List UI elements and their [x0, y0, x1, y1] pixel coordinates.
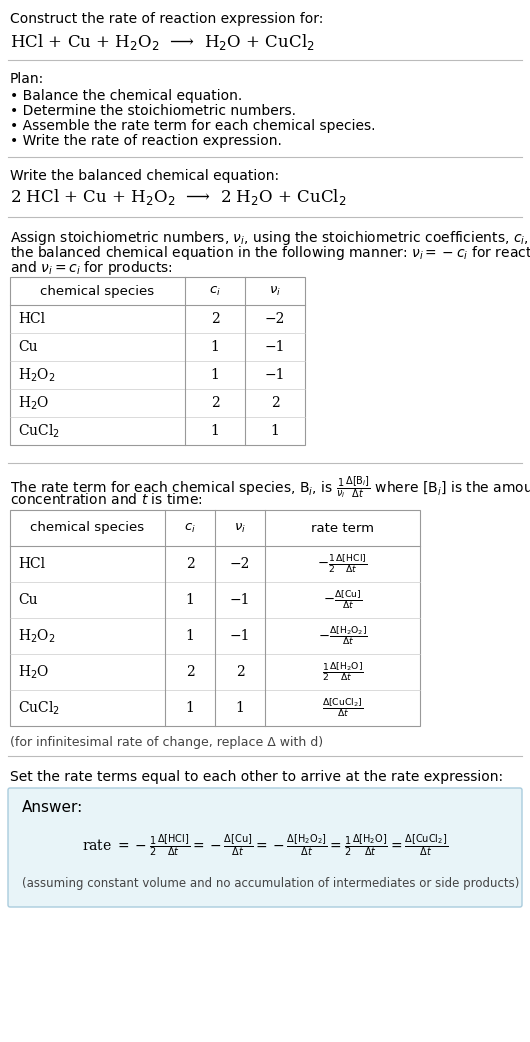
Text: 2: 2 — [236, 665, 244, 679]
Text: 1: 1 — [186, 593, 195, 607]
Text: The rate term for each chemical species, B$_i$, is $\frac{1}{\nu_i}\frac{\Delta[: The rate term for each chemical species,… — [10, 475, 530, 501]
Text: 1: 1 — [186, 701, 195, 715]
Text: −1: −1 — [265, 340, 285, 354]
Text: −1: −1 — [229, 593, 250, 607]
Text: (assuming constant volume and no accumulation of intermediates or side products): (assuming constant volume and no accumul… — [22, 877, 519, 890]
Text: $c_i$: $c_i$ — [209, 284, 221, 298]
Text: H$_2$O$_2$: H$_2$O$_2$ — [18, 627, 56, 645]
Text: Assign stoichiometric numbers, $\nu_i$, using the stoichiometric coefficients, $: Assign stoichiometric numbers, $\nu_i$, … — [10, 229, 530, 247]
Text: −1: −1 — [265, 368, 285, 382]
Text: Cu: Cu — [18, 593, 38, 607]
Text: HCl + Cu + H$_2$O$_2$  ⟶  H$_2$O + CuCl$_2$: HCl + Cu + H$_2$O$_2$ ⟶ H$_2$O + CuCl$_2… — [10, 32, 315, 52]
Text: Set the rate terms equal to each other to arrive at the rate expression:: Set the rate terms equal to each other t… — [10, 770, 503, 784]
Text: $-\frac{\Delta[\mathrm{Cu}]}{\Delta t}$: $-\frac{\Delta[\mathrm{Cu}]}{\Delta t}$ — [323, 589, 362, 611]
Text: rate term: rate term — [311, 521, 374, 535]
Bar — [10, 277, 305, 445]
Text: • Determine the stoichiometric numbers.: • Determine the stoichiometric numbers. — [10, 104, 296, 118]
Text: −2: −2 — [265, 312, 285, 326]
Text: chemical species: chemical species — [30, 521, 145, 535]
Text: • Assemble the rate term for each chemical species.: • Assemble the rate term for each chemic… — [10, 119, 375, 133]
Text: CuCl$_2$: CuCl$_2$ — [18, 422, 60, 440]
Text: $\frac{1}{2}\frac{\Delta[\mathrm{H_2O}]}{\Delta t}$: $\frac{1}{2}\frac{\Delta[\mathrm{H_2O}]}… — [322, 661, 364, 684]
FancyBboxPatch shape — [8, 788, 522, 907]
Text: H$_2$O$_2$: H$_2$O$_2$ — [18, 367, 56, 383]
Text: 1: 1 — [210, 424, 219, 438]
Text: $-\frac{1}{2}\frac{\Delta[\mathrm{HCl}]}{\Delta t}$: $-\frac{1}{2}\frac{\Delta[\mathrm{HCl}]}… — [317, 553, 368, 575]
Text: 1: 1 — [210, 368, 219, 382]
Text: HCl: HCl — [18, 312, 45, 326]
Text: 1: 1 — [270, 424, 279, 438]
Text: concentration and $t$ is time:: concentration and $t$ is time: — [10, 492, 202, 507]
Text: $c_i$: $c_i$ — [184, 521, 196, 535]
Text: −1: −1 — [229, 629, 250, 643]
Text: $\nu_i$: $\nu_i$ — [269, 284, 281, 298]
Text: Answer:: Answer: — [22, 800, 83, 815]
Text: • Write the rate of reaction expression.: • Write the rate of reaction expression. — [10, 134, 282, 148]
Text: $\frac{\Delta[\mathrm{CuCl_2}]}{\Delta t}$: $\frac{\Delta[\mathrm{CuCl_2}]}{\Delta t… — [322, 696, 363, 719]
Text: Write the balanced chemical equation:: Write the balanced chemical equation: — [10, 169, 279, 183]
Text: Cu: Cu — [18, 340, 38, 354]
Text: 1: 1 — [186, 629, 195, 643]
Text: 1: 1 — [210, 340, 219, 354]
Text: 2: 2 — [186, 665, 195, 679]
Text: 1: 1 — [235, 701, 244, 715]
Text: Construct the rate of reaction expression for:: Construct the rate of reaction expressio… — [10, 13, 323, 26]
Text: 2: 2 — [186, 557, 195, 571]
Text: the balanced chemical equation in the following manner: $\nu_i = -c_i$ for react: the balanced chemical equation in the fo… — [10, 244, 530, 262]
Text: rate $= -\frac{1}{2}\frac{\Delta[\mathrm{HCl}]}{\Delta t} = -\frac{\Delta[\mathr: rate $= -\frac{1}{2}\frac{\Delta[\mathrm… — [82, 833, 448, 858]
Text: H$_2$O: H$_2$O — [18, 394, 49, 412]
Bar — [10, 510, 420, 726]
Text: • Balance the chemical equation.: • Balance the chemical equation. — [10, 89, 242, 103]
Text: 2: 2 — [271, 396, 279, 410]
Text: chemical species: chemical species — [40, 284, 155, 298]
Text: HCl: HCl — [18, 557, 45, 571]
Text: $\nu_i$: $\nu_i$ — [234, 521, 246, 535]
Text: (for infinitesimal rate of change, replace Δ with d): (for infinitesimal rate of change, repla… — [10, 736, 323, 749]
Text: Plan:: Plan: — [10, 72, 44, 86]
Text: H$_2$O: H$_2$O — [18, 664, 49, 680]
Text: 2: 2 — [210, 396, 219, 410]
Text: and $\nu_i = c_i$ for products:: and $\nu_i = c_i$ for products: — [10, 259, 173, 277]
Text: 2 HCl + Cu + H$_2$O$_2$  ⟶  2 H$_2$O + CuCl$_2$: 2 HCl + Cu + H$_2$O$_2$ ⟶ 2 H$_2$O + CuC… — [10, 187, 347, 207]
Text: 2: 2 — [210, 312, 219, 326]
Text: −2: −2 — [230, 557, 250, 571]
Text: CuCl$_2$: CuCl$_2$ — [18, 699, 60, 717]
Text: $-\frac{\Delta[\mathrm{H_2O_2}]}{\Delta t}$: $-\frac{\Delta[\mathrm{H_2O_2}]}{\Delta … — [317, 624, 367, 647]
